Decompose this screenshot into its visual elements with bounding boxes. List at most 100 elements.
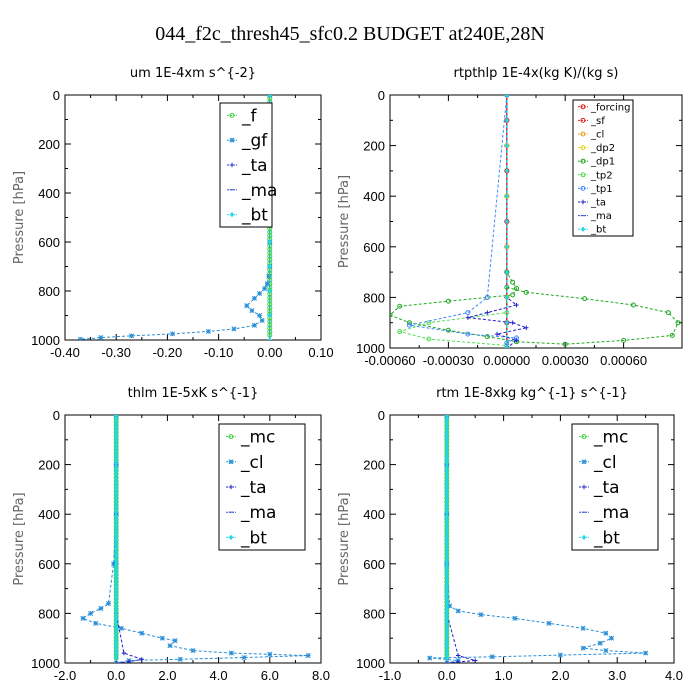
data-point-marker bbox=[259, 317, 265, 323]
data-point-marker bbox=[264, 281, 270, 287]
y-tick-label: 800 bbox=[38, 284, 60, 299]
data-point-marker bbox=[267, 253, 273, 259]
data-point-marker bbox=[444, 568, 449, 574]
data-point-marker bbox=[580, 625, 586, 631]
data-point-marker bbox=[444, 533, 449, 540]
data-point-marker bbox=[444, 606, 449, 613]
data-point-marker bbox=[504, 320, 509, 326]
data-point-marker bbox=[114, 502, 119, 508]
data-point-marker bbox=[305, 653, 311, 659]
x-tick-label: 0.00030 bbox=[542, 353, 589, 368]
data-point-marker bbox=[426, 336, 432, 342]
data-point-marker bbox=[114, 572, 119, 578]
panel-title: rtm 1E-8xkg kg^{-1} s^{-1} bbox=[436, 386, 628, 401]
legend-entry-label: _mc bbox=[593, 428, 628, 448]
data-point-marker bbox=[603, 648, 609, 654]
data-point-marker bbox=[114, 519, 119, 526]
data-point-marker bbox=[114, 554, 119, 561]
y-tick-label: 400 bbox=[38, 507, 60, 522]
figure-title: 044_f2c_thresh45_sfc0.2 BUDGET at240E,28… bbox=[155, 23, 545, 45]
y-tick-label: 600 bbox=[363, 240, 385, 255]
data-point-marker bbox=[167, 643, 173, 649]
data-point-marker bbox=[114, 620, 119, 627]
legend-entry-label: _ta bbox=[240, 478, 267, 498]
data-point-marker bbox=[444, 506, 449, 512]
data-point-marker bbox=[205, 328, 211, 334]
x-tick-label: 0.0 bbox=[107, 668, 125, 683]
x-tick-label: -0.30 bbox=[101, 345, 131, 360]
data-point-marker bbox=[444, 467, 449, 474]
data-point-marker bbox=[489, 654, 495, 660]
data-point-marker bbox=[444, 620, 449, 627]
data-point-marker bbox=[444, 575, 449, 581]
data-point-marker bbox=[190, 648, 196, 654]
data-point-marker bbox=[455, 653, 461, 658]
y-tick-label: 800 bbox=[38, 606, 60, 621]
y-tick-label: 400 bbox=[38, 186, 60, 201]
y-tick-label: 0 bbox=[53, 88, 60, 103]
data-point-marker bbox=[603, 630, 609, 636]
data-point-marker bbox=[444, 540, 449, 547]
data-point-marker bbox=[266, 273, 272, 279]
data-point-marker bbox=[114, 436, 119, 443]
data-point-marker bbox=[114, 419, 119, 425]
data-point-marker bbox=[514, 338, 519, 343]
data-point-marker bbox=[267, 288, 272, 294]
data-point-marker bbox=[159, 635, 165, 641]
data-point-marker bbox=[114, 429, 119, 436]
y-tick-label: 1000 bbox=[356, 656, 385, 671]
data-point-marker bbox=[546, 620, 552, 626]
data-point-marker bbox=[597, 640, 603, 646]
data-point-marker bbox=[444, 485, 449, 491]
data-point-marker bbox=[444, 624, 449, 630]
series-line-cl bbox=[81, 415, 309, 663]
data-point-marker bbox=[262, 285, 268, 292]
legend-entry-label: _ta bbox=[590, 198, 606, 209]
data-point-marker bbox=[444, 464, 449, 470]
data-point-marker bbox=[465, 331, 471, 337]
legend-entry-label: _ma bbox=[593, 503, 629, 523]
y-tick-label: 1000 bbox=[31, 333, 60, 348]
x-tick-label: 4.0 bbox=[210, 668, 228, 683]
x-tick-label: 2.0 bbox=[551, 668, 569, 683]
data-point-marker bbox=[114, 551, 119, 557]
y-tick-label: 200 bbox=[38, 458, 60, 473]
data-point-marker bbox=[111, 561, 117, 567]
legend-entry-label: _cl bbox=[590, 130, 604, 141]
y-axis-label: Pressure [hPa] bbox=[12, 171, 27, 264]
data-point-marker bbox=[114, 561, 119, 567]
data-point-marker bbox=[397, 303, 403, 309]
data-point-marker bbox=[444, 603, 449, 609]
data-point-marker bbox=[114, 603, 119, 609]
data-point-marker bbox=[444, 644, 449, 651]
chart-panel-2: rtpthlp 1E-4x(kg K)/(kg s) Pressure [hPa]… bbox=[337, 66, 683, 368]
data-point-marker bbox=[244, 303, 250, 309]
data-point-marker bbox=[608, 635, 615, 641]
data-point-marker bbox=[169, 331, 176, 337]
data-point-marker bbox=[524, 325, 529, 330]
legend: _forcing _sf _cl _dp2 _dp1 _tp2 _tp1 _ta _ma _bt bbox=[572, 99, 634, 237]
data-point-marker bbox=[444, 415, 449, 422]
x-tick-label: -1.0 bbox=[379, 668, 401, 683]
data-point-marker bbox=[504, 218, 509, 225]
data-point-marker bbox=[98, 334, 104, 340]
data-point-marker bbox=[510, 279, 516, 285]
data-point-marker bbox=[114, 523, 119, 529]
data-point-marker bbox=[504, 193, 509, 199]
data-point-marker bbox=[228, 650, 234, 656]
data-point-marker bbox=[114, 516, 119, 522]
data-point-marker bbox=[114, 471, 119, 477]
x-tick-label: -2.0 bbox=[54, 668, 76, 683]
data-point-marker bbox=[669, 332, 675, 338]
data-point-marker bbox=[257, 312, 263, 319]
data-point-marker bbox=[139, 657, 144, 662]
legend-entry-label: _bt bbox=[590, 225, 606, 236]
data-point-marker bbox=[267, 312, 272, 319]
data-point-marker bbox=[665, 310, 671, 316]
data-point-marker bbox=[444, 554, 449, 561]
data-point-marker bbox=[478, 612, 484, 618]
legend: _mc _cl _ta _ma _bt bbox=[218, 423, 306, 551]
data-point-marker bbox=[444, 613, 449, 620]
data-point-marker bbox=[444, 478, 449, 484]
